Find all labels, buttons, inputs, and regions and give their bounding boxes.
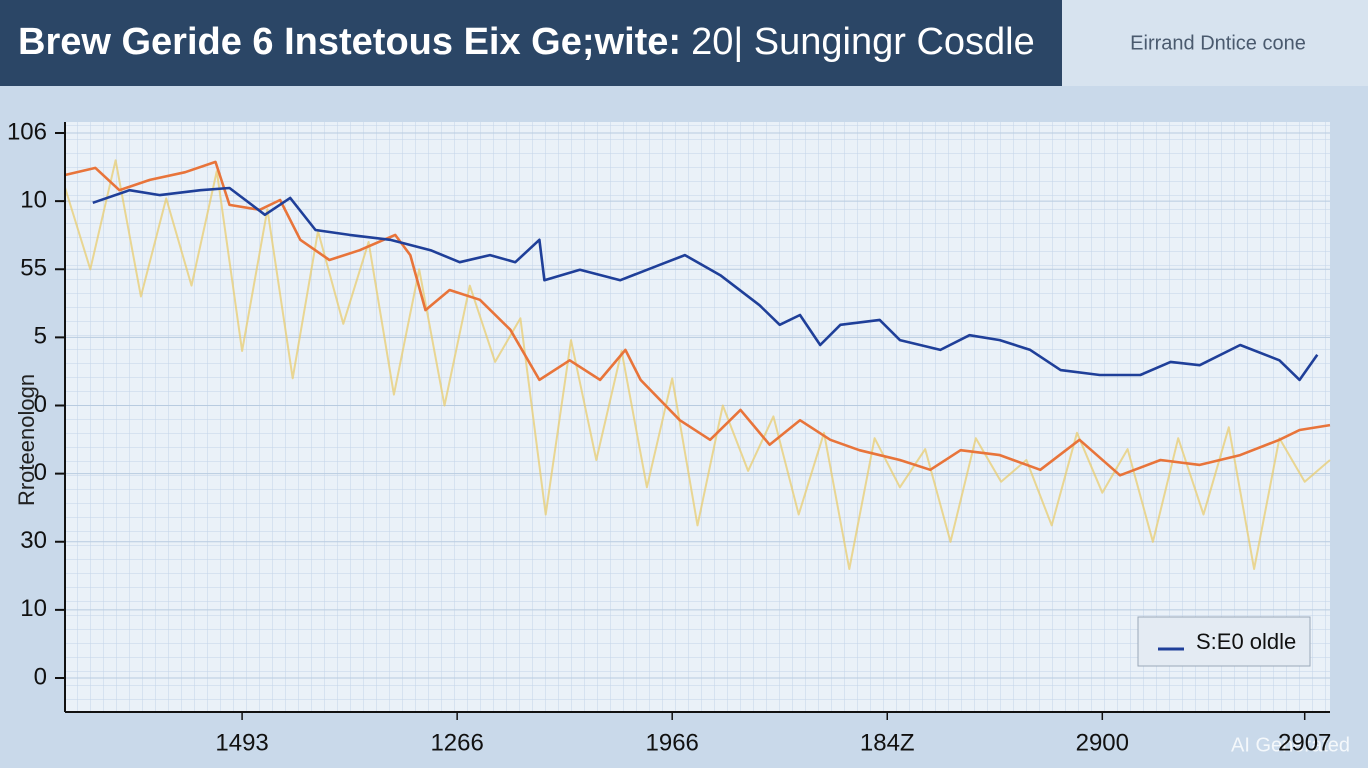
y-tick-label: 0 xyxy=(34,663,47,690)
plot-layer xyxy=(64,132,1331,679)
legend-label: S:E0 oldle xyxy=(1196,629,1296,654)
x-tick-label: 2900 xyxy=(1076,729,1129,756)
y-tick-label: 106 xyxy=(7,118,47,145)
chart-title: Brew Geride 6 Instetous Eix Ge;wite: xyxy=(18,21,681,63)
chart-title-line: Brew Geride 6 Instetous Eix Ge;wite: 20| … xyxy=(18,21,1035,63)
chart-subtitle: 20| Sungingr Cosdle xyxy=(691,21,1035,63)
watermark: AI Generated xyxy=(1231,734,1350,756)
legend-box xyxy=(1137,616,1311,667)
series-line xyxy=(64,159,1331,570)
x-tick-label: 1266 xyxy=(430,729,483,756)
x-tick-label: 2907 xyxy=(1278,729,1331,756)
y-tick-label: 5 xyxy=(34,323,47,350)
corner-text: Eirrand Dntice cone xyxy=(1130,32,1306,54)
x-tick-label: 184Z xyxy=(860,729,915,756)
y-tick-label: 30 xyxy=(20,527,47,554)
title-banner xyxy=(0,0,1062,86)
corner-banner xyxy=(1062,0,1368,86)
fine-grid xyxy=(65,122,1330,712)
y-tick-label: 10 xyxy=(20,186,47,213)
series-line xyxy=(92,186,1319,382)
x-tick-label: 1493 xyxy=(215,729,268,756)
y-tick-label: 55 xyxy=(20,255,47,282)
y-tick-label: 10 xyxy=(20,595,47,622)
y-tick-label: 0 xyxy=(34,459,47,486)
y-axis-label: Rroteenologn xyxy=(14,374,39,506)
y-tick-label: 0 xyxy=(34,391,47,418)
x-tick-label: 1966 xyxy=(646,729,699,756)
